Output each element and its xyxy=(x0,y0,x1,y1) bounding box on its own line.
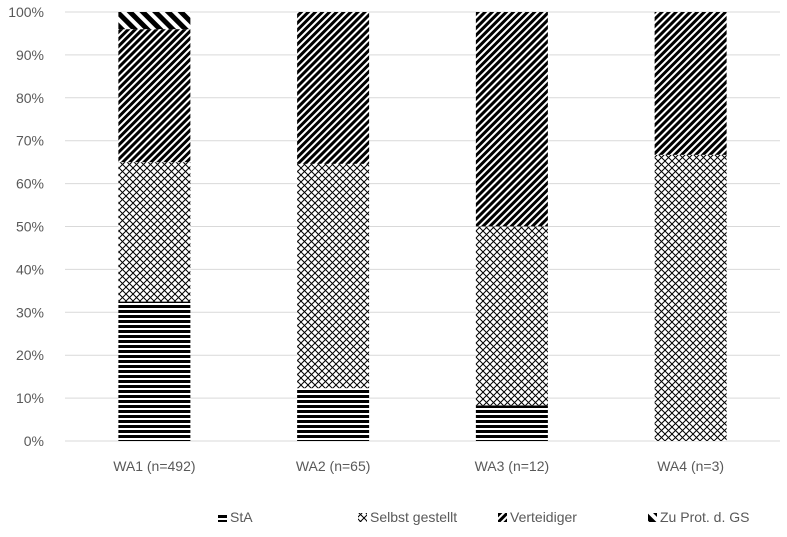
legend-swatch xyxy=(648,513,657,522)
legend-swatch xyxy=(498,513,507,522)
legend-swatch xyxy=(218,513,227,522)
y-tick-label: 80% xyxy=(16,90,44,106)
legend-entry: StA xyxy=(218,509,253,525)
legend-label: StA xyxy=(230,509,253,525)
bar-segment-sta xyxy=(475,405,548,441)
y-tick-label: 90% xyxy=(16,47,44,63)
x-axis: WA1 (n=492) WA2 (n=65) WA3 (n=12) WA4 (n=3) xyxy=(113,458,724,474)
y-tick-label: 20% xyxy=(16,347,44,363)
x-tick-label: WA3 (n=12) xyxy=(475,458,550,474)
y-tick-label: 0% xyxy=(24,433,44,449)
bar-segment-verteidiger xyxy=(654,12,727,155)
legend-swatch xyxy=(358,513,367,522)
legend-entry: Zu Prot. d. GS xyxy=(648,509,749,525)
bar-segment-verteidiger xyxy=(297,12,370,164)
bar-segment-verteidiger xyxy=(118,29,191,163)
y-tick-label: 10% xyxy=(16,390,44,406)
bar-segment-verteidiger xyxy=(475,12,548,227)
bar-segment-selbst-gestellt xyxy=(475,226,548,406)
legend: StA Selbst gestellt Verteidiger Zu Prot. d.… xyxy=(218,509,749,525)
legend-entry: Selbst gestellt xyxy=(358,509,457,525)
legend-label: Selbst gestellt xyxy=(370,509,457,525)
bar-segment-selbst-gestellt xyxy=(297,163,370,389)
y-tick-label: 40% xyxy=(16,261,44,277)
y-tick-label: 100% xyxy=(8,4,44,20)
bar-segment-sta xyxy=(297,388,370,441)
legend-label: Zu Prot. d. GS xyxy=(660,509,749,525)
legend-entry: Verteidiger xyxy=(498,509,577,525)
x-tick-label: WA1 (n=492) xyxy=(113,458,195,474)
y-tick-label: 60% xyxy=(16,176,44,192)
bar-segment-selbst-gestellt xyxy=(118,162,191,302)
y-tick-label: 50% xyxy=(16,219,44,235)
x-tick-label: WA2 (n=65) xyxy=(296,458,371,474)
y-tick-label: 70% xyxy=(16,133,44,149)
bar-segment-sta xyxy=(118,301,191,441)
bars xyxy=(118,12,727,441)
bar-segment-selbst-gestellt xyxy=(654,154,727,441)
y-axis: 0% 10% 20% 30% 40% 50% 60% 70% 80% 90% 100% xyxy=(8,4,44,449)
legend-label: Verteidiger xyxy=(510,509,577,525)
y-tick-label: 30% xyxy=(16,304,44,320)
bar-segment-zu-prot-d-gs xyxy=(118,12,191,30)
x-tick-label: WA4 (n=3) xyxy=(657,458,724,474)
